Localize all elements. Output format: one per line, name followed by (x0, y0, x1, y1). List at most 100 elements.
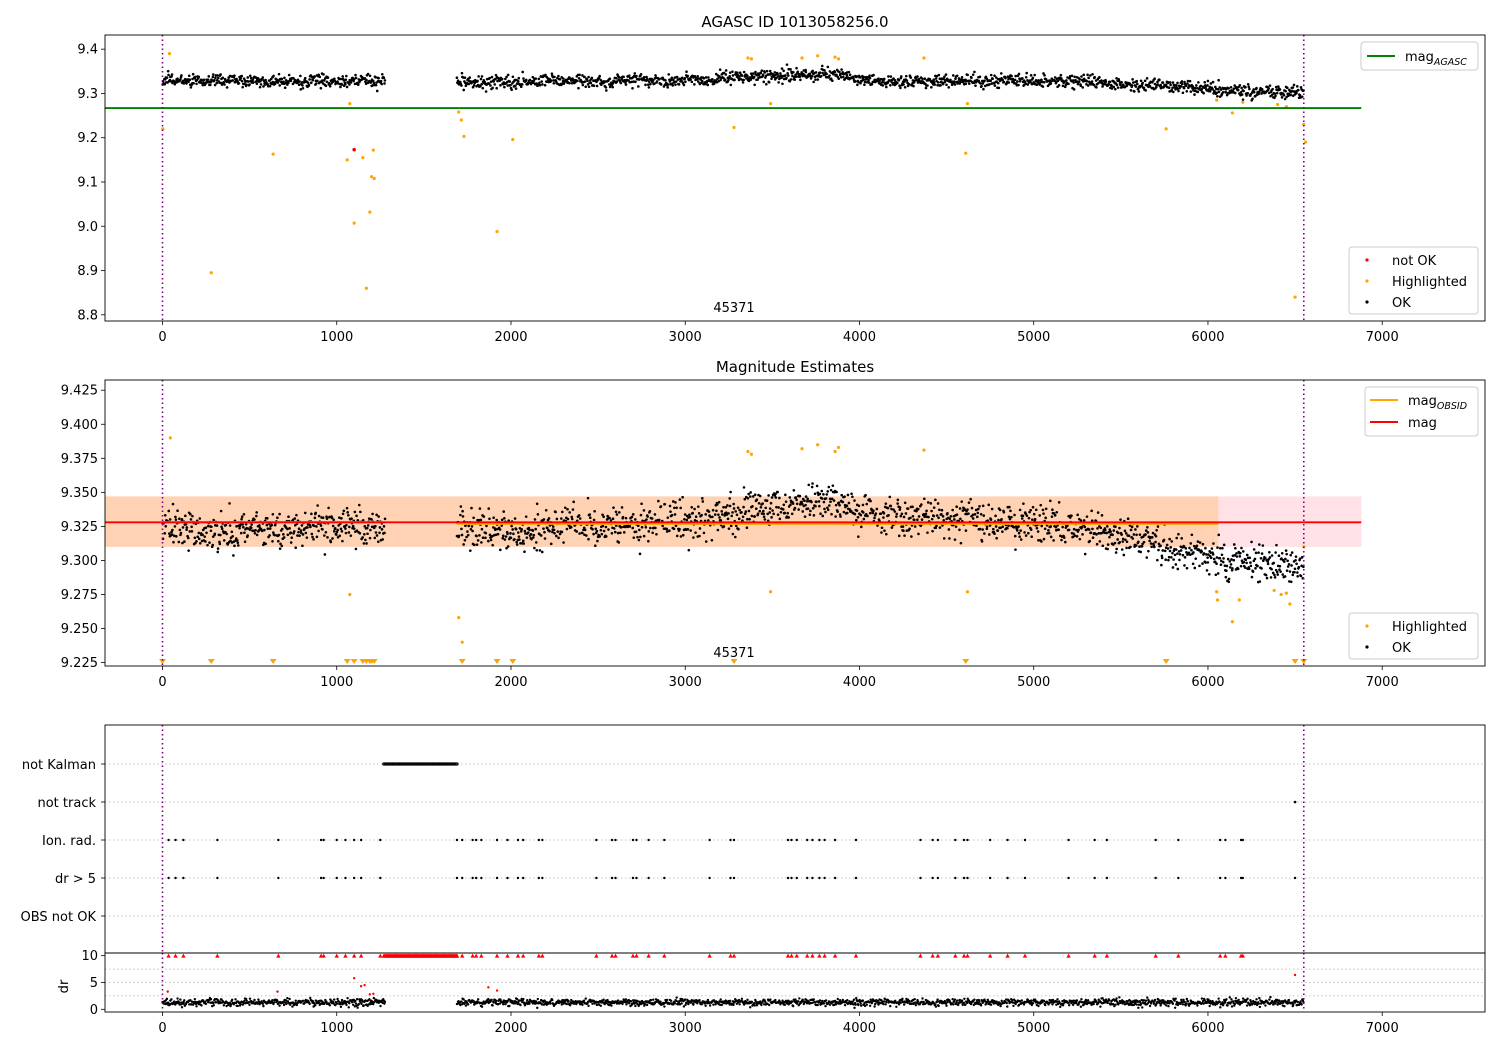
ok-point (738, 71, 742, 74)
ok-point (313, 516, 317, 520)
ok-point (1156, 83, 1160, 86)
ok-point (324, 530, 328, 534)
ok-point (179, 531, 183, 535)
flag-category-label: not Kalman (22, 758, 96, 773)
ok-point (1002, 510, 1006, 514)
ok-point (321, 79, 324, 82)
ok-point (618, 511, 621, 514)
y-tick-label: 9.3 (77, 87, 98, 102)
ok-point (1266, 562, 1270, 566)
ok-point (1120, 533, 1123, 536)
ok-point (971, 517, 975, 520)
ok-point (294, 523, 297, 527)
ok-point (835, 73, 838, 77)
ok-point (796, 70, 800, 74)
ok-point (581, 74, 584, 77)
ion-rad-point (954, 838, 957, 842)
ok-point (1281, 573, 1285, 576)
highlighted-point (457, 110, 461, 114)
ok-point (1052, 539, 1055, 542)
ok-point (310, 532, 314, 536)
ok-point (995, 80, 998, 83)
ok-point (239, 523, 242, 526)
ok-point (316, 79, 319, 83)
ok-point (610, 532, 614, 535)
y-tick-label: 9.225 (61, 656, 98, 671)
dr-ok-point (209, 998, 213, 1001)
ok-point (188, 530, 192, 533)
ok-point (548, 529, 551, 533)
ok-point (1040, 524, 1044, 528)
ok-point (1249, 561, 1252, 564)
dr-gt-5-point (936, 876, 940, 880)
ok-point (522, 542, 526, 545)
ok-point (581, 531, 584, 535)
ok-point (1077, 528, 1080, 532)
ok-point (1021, 514, 1025, 518)
ok-point (704, 540, 708, 543)
ok-point (542, 518, 546, 521)
ok-point (1246, 92, 1250, 95)
ok-point (737, 517, 741, 521)
legend-highlighted-label: Highlighted (1392, 275, 1467, 290)
ok-point (1224, 91, 1228, 94)
ok-point (479, 518, 483, 522)
ok-point (1019, 529, 1022, 532)
ok-point (633, 518, 637, 521)
ok-point (241, 523, 244, 526)
ok-point (544, 73, 547, 77)
dr-gt-5-point (1154, 876, 1157, 880)
ok-point (979, 512, 983, 516)
ok-point (335, 530, 339, 534)
ok-point (1221, 560, 1225, 564)
ok-point (777, 81, 780, 84)
ok-point (1211, 87, 1214, 91)
ok-point (586, 496, 590, 500)
ok-point (1168, 81, 1172, 84)
ok-point (1144, 89, 1147, 92)
ok-point (853, 512, 857, 516)
ok-point (493, 83, 497, 86)
ok-point (1173, 86, 1176, 89)
ok-point (298, 80, 301, 83)
ok-point (506, 73, 510, 77)
ok-point (826, 506, 829, 510)
ok-point (1072, 527, 1076, 531)
ok-point (303, 511, 307, 515)
ok-point (602, 515, 605, 519)
dr-gt-5-point (460, 876, 464, 880)
ok-point (746, 517, 749, 521)
ok-point (793, 78, 797, 81)
ok-point (666, 516, 670, 519)
ok-point (210, 525, 213, 529)
ok-point (863, 83, 866, 87)
x-tick-label: 7000 (1366, 675, 1399, 690)
ion-rad-point (1023, 838, 1027, 842)
ok-point (514, 527, 518, 531)
ok-point (550, 72, 554, 75)
ok-point (765, 499, 769, 503)
ion-rad-point (708, 838, 711, 842)
ok-point (255, 514, 258, 518)
ok-point (534, 527, 537, 531)
dr-gt-5-point (1224, 876, 1227, 880)
ok-point (889, 75, 893, 78)
ok-point (330, 516, 334, 520)
dr-gt-5-point (167, 876, 170, 880)
ok-point (483, 80, 487, 84)
ok-point (1067, 528, 1071, 532)
ok-point (1029, 74, 1033, 77)
ok-point (382, 525, 386, 528)
ok-point (882, 516, 885, 519)
ok-point (1225, 569, 1228, 573)
ok-point (377, 76, 380, 80)
ok-point (792, 70, 795, 74)
ok-point (1129, 545, 1132, 549)
dr-gt-5-point (521, 876, 525, 880)
dr-ok-point (248, 1003, 251, 1007)
ok-point (552, 81, 556, 85)
ok-point (235, 77, 238, 81)
ok-point (718, 75, 721, 78)
ok-point (342, 509, 346, 513)
ok-point (1299, 574, 1303, 578)
